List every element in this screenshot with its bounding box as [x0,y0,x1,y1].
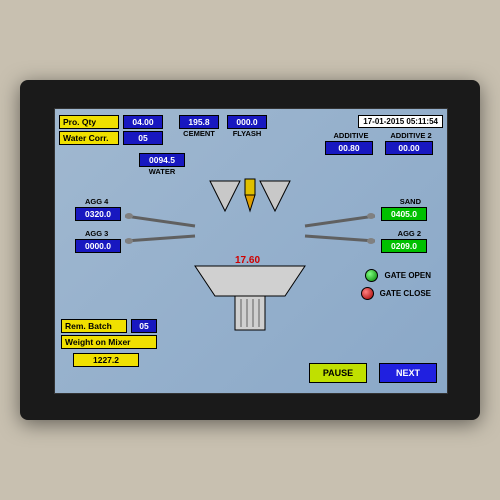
hmi-screen: Pro. Qty 04.00 Water Corr. 05 195.8 CEME… [54,108,448,394]
weight-mixer-value: 1227.2 [73,353,139,367]
flyash-label: FLYASH [227,129,267,138]
gate-open-row: GATE OPEN [365,269,431,282]
additive-label: ADDITIVE [325,131,377,140]
additive-value[interactable]: 00.80 [325,141,373,155]
pro-qty-value[interactable]: 04.00 [123,115,163,129]
agg4-label: AGG 4 [85,197,125,206]
datetime: 17-01-2015 05:11:54 [358,115,443,128]
led-red-icon [361,287,374,300]
cement-value[interactable]: 195.8 [179,115,219,129]
water-corr-label: Water Corr. [59,131,119,145]
agg2-label: AGG 2 [381,229,421,238]
water-corr-value[interactable]: 05 [123,131,163,145]
additive2-value[interactable]: 00.00 [385,141,433,155]
flyash-value[interactable]: 000.0 [227,115,267,129]
water-value[interactable]: 0094.5 [139,153,185,167]
hmi-device: Pro. Qty 04.00 Water Corr. 05 195.8 CEME… [20,80,480,420]
pause-button[interactable]: PAUSE [309,363,367,383]
gate-close-row: GATE CLOSE [361,287,431,300]
led-green-icon [365,269,378,282]
cement-label: CEMENT [179,129,219,138]
agg4-value[interactable]: 0320.0 [75,207,121,221]
pro-qty-label: Pro. Qty [59,115,119,129]
gate-close-label: GATE CLOSE [380,289,431,298]
sand-value[interactable]: 0405.0 [381,207,427,221]
agg3-label: AGG 3 [85,229,125,238]
agg3-value[interactable]: 0000.0 [75,239,121,253]
next-button[interactable]: NEXT [379,363,437,383]
agg2-value[interactable]: 0209.0 [381,239,427,253]
mixer-rate: 17.60 [235,255,260,266]
rem-batch-value[interactable]: 05 [131,319,157,333]
rem-batch-label: Rem. Batch [61,319,127,333]
weight-mixer-label: Weight on Mixer [61,335,157,349]
sand-label: SAND [381,197,421,206]
gate-open-label: GATE OPEN [384,271,431,280]
additive2-label: ADDITIVE 2 [385,131,437,140]
